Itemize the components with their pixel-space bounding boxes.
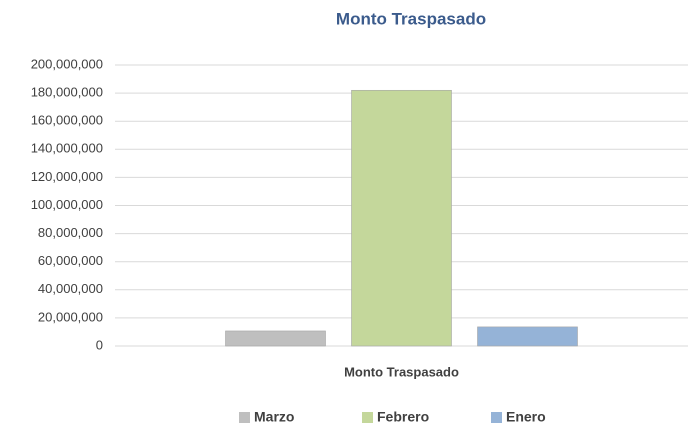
legend-swatch xyxy=(362,412,373,423)
y-tick-label: 140,000,000 xyxy=(31,141,103,156)
y-tick-label: 20,000,000 xyxy=(38,309,103,324)
y-tick-label: 80,000,000 xyxy=(38,225,103,240)
bar xyxy=(351,89,452,347)
legend-label: Febrero xyxy=(377,409,429,425)
legend-label: Marzo xyxy=(254,409,294,425)
bar xyxy=(225,330,326,347)
legend-swatch xyxy=(491,412,502,423)
legend-swatch xyxy=(239,412,250,423)
y-tick-label: 200,000,000 xyxy=(31,56,103,71)
y-tick-label: 60,000,000 xyxy=(38,253,103,268)
y-tick-label: 40,000,000 xyxy=(38,281,103,296)
y-tick-label: 180,000,000 xyxy=(31,85,103,100)
y-tick-label: 160,000,000 xyxy=(31,113,103,128)
x-tick-label: Monto Traspasado xyxy=(344,364,459,379)
y-tick-label: 100,000,000 xyxy=(31,197,103,212)
y-tick-label: 120,000,000 xyxy=(31,169,103,184)
y-tick-label: 0 xyxy=(96,337,103,352)
bar xyxy=(477,326,578,347)
chart-title: Monto Traspasado xyxy=(336,9,486,28)
legend-label: Enero xyxy=(506,409,546,425)
